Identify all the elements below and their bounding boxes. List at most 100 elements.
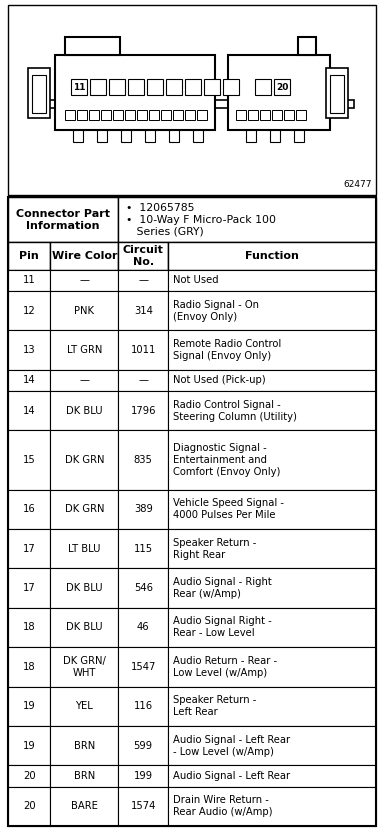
Bar (90, 79, 106, 95)
Bar (193, 130, 203, 142)
Text: 1011: 1011 (131, 345, 156, 355)
Bar (168, 787, 376, 826)
Bar (255, 79, 271, 95)
Bar (109, 79, 125, 95)
Bar (169, 130, 179, 142)
Bar (197, 110, 207, 120)
Bar (65, 110, 75, 120)
Bar (65, 37, 120, 55)
Bar (118, 391, 168, 431)
Text: LT BLU: LT BLU (68, 544, 101, 554)
Text: 199: 199 (134, 771, 153, 781)
Bar (8, 608, 50, 647)
Bar (118, 647, 168, 686)
Text: DK GRN: DK GRN (65, 505, 104, 515)
Bar (118, 608, 168, 647)
Bar (8, 391, 50, 431)
Bar (8, 330, 50, 370)
Text: —: — (79, 375, 89, 385)
Bar (272, 110, 282, 120)
Text: 835: 835 (134, 455, 153, 465)
Text: Not Used: Not Used (173, 276, 219, 286)
Text: 11: 11 (23, 276, 36, 286)
Text: BRN: BRN (74, 740, 95, 750)
Text: Pin: Pin (19, 251, 39, 261)
Text: DK GRN: DK GRN (65, 455, 104, 465)
Bar (50, 787, 118, 826)
Bar (118, 431, 168, 490)
Bar (236, 110, 246, 120)
Bar (168, 370, 376, 391)
Bar (326, 68, 348, 118)
Text: Speaker Return -
Right Rear: Speaker Return - Right Rear (173, 538, 257, 559)
Text: Speaker Return -
Left Rear: Speaker Return - Left Rear (173, 696, 257, 717)
Text: BRN: BRN (74, 771, 95, 781)
Bar (89, 110, 99, 120)
Text: 14: 14 (23, 406, 35, 416)
Bar (8, 197, 376, 826)
Bar (8, 291, 50, 330)
Bar (50, 765, 118, 787)
Text: Wire Color: Wire Color (51, 251, 117, 261)
Text: 20: 20 (276, 82, 288, 91)
Bar (118, 726, 168, 765)
Bar (118, 490, 168, 529)
Text: •  12065785
•  10-Way F Micro-Pack 100
   Series (GRY): • 12065785 • 10-Way F Micro-Pack 100 Ser… (126, 203, 276, 237)
Text: 18: 18 (23, 662, 35, 671)
Text: Radio Control Signal -
Steering Column (Utility): Radio Control Signal - Steering Column (… (173, 400, 297, 422)
Bar (284, 110, 294, 120)
Bar (50, 529, 118, 569)
Bar (50, 647, 118, 686)
Bar (30, 100, 354, 108)
Text: 1796: 1796 (131, 406, 156, 416)
Bar (118, 529, 168, 569)
Bar (168, 765, 376, 787)
Bar (118, 686, 168, 726)
Text: Connector Part
Information: Connector Part Information (16, 208, 110, 231)
Bar (50, 608, 118, 647)
Bar (28, 68, 50, 118)
Bar (125, 110, 135, 120)
Text: Radio Signal - On
(Envoy Only): Radio Signal - On (Envoy Only) (173, 300, 259, 322)
Text: Function: Function (245, 251, 299, 261)
Text: 62477: 62477 (344, 180, 372, 189)
Bar (330, 75, 344, 113)
Bar (294, 130, 304, 142)
Bar (168, 330, 376, 370)
Bar (248, 110, 258, 120)
Text: Audio Return - Rear -
Low Level (w/Amp): Audio Return - Rear - Low Level (w/Amp) (173, 656, 277, 678)
Bar (77, 110, 87, 120)
Bar (128, 79, 144, 95)
Bar (145, 130, 155, 142)
Bar (296, 110, 306, 120)
Text: PNK: PNK (74, 305, 94, 315)
Bar (55, 55, 215, 130)
Bar (168, 608, 376, 647)
Text: Audio Signal - Left Rear
- Low Level (w/Amp): Audio Signal - Left Rear - Low Level (w/… (173, 735, 290, 757)
Bar (118, 569, 168, 608)
Text: 16: 16 (23, 505, 36, 515)
Bar (8, 686, 50, 726)
Text: 15: 15 (23, 455, 36, 465)
Bar (73, 130, 83, 142)
Text: 12: 12 (23, 305, 36, 315)
Bar (204, 79, 220, 95)
Bar (8, 529, 50, 569)
Bar (260, 110, 270, 120)
Bar (50, 270, 118, 291)
Text: DK BLU: DK BLU (66, 622, 103, 632)
Text: 19: 19 (23, 701, 36, 711)
Text: 17: 17 (23, 544, 36, 554)
Text: —: — (138, 276, 148, 286)
Text: 18: 18 (23, 622, 35, 632)
Text: 11: 11 (73, 82, 86, 91)
Text: BARE: BARE (71, 801, 98, 811)
Text: 1547: 1547 (131, 662, 156, 671)
Text: Circuit
No.: Circuit No. (123, 245, 164, 267)
Bar (8, 370, 50, 391)
Text: 314: 314 (134, 305, 153, 315)
Bar (8, 647, 50, 686)
Bar (8, 197, 118, 242)
Text: 13: 13 (23, 345, 35, 355)
Text: 14: 14 (23, 375, 35, 385)
